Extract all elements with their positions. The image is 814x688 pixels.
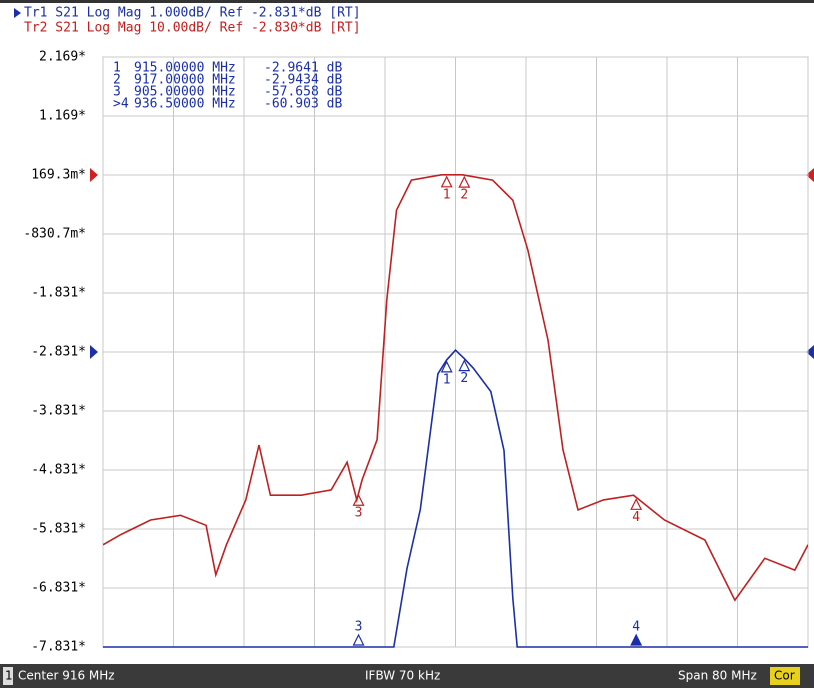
y-tick-label: -7.831*: [31, 640, 86, 655]
marker-label: 4: [632, 510, 640, 525]
marker-freq: 936.50000 MHz: [134, 97, 236, 112]
marker-freq: 917.00000 MHz: [134, 73, 236, 88]
marker-label: 2: [460, 371, 468, 386]
y-tick-label: -2.831*: [31, 345, 86, 360]
center-label: Center 916 MHz: [18, 669, 115, 683]
status-bar-bg: [0, 664, 814, 688]
trace: [103, 349, 808, 648]
trace-header: Tr1 S21 Log Mag 1.000dB/ Ref -2.831*dB […: [24, 6, 361, 21]
y-tick-label: 169.3m*: [31, 167, 86, 182]
active-trace-arrow: [14, 8, 21, 18]
marker-triangle: [630, 633, 643, 646]
marker-freq: 905.00000 MHz: [134, 85, 236, 100]
marker-label: 2: [460, 188, 468, 203]
marker-label: 3: [355, 506, 363, 521]
ref-arrow: [90, 168, 98, 182]
marker-label: 1: [443, 187, 451, 202]
ifbw-label: IFBW 70 kHz: [365, 669, 440, 683]
marker-id: 1: [113, 61, 121, 76]
marker-value: -57.658 dB: [264, 85, 342, 100]
y-tick-label: 2.169*: [39, 50, 86, 65]
marker-triangle: [352, 493, 365, 506]
ref-arrow: [806, 345, 814, 359]
y-tick-label: 1.169*: [39, 109, 86, 124]
marker-value: -2.9434 dB: [264, 73, 342, 88]
trace-header: Tr2 S21 Log Mag 10.00dB/ Ref -2.830*dB […: [24, 21, 361, 36]
marker-triangle: [440, 175, 453, 188]
span-label: Span 80 MHz: [678, 669, 757, 683]
channel-number: 1: [5, 669, 13, 683]
ref-arrow: [806, 168, 814, 182]
y-tick-label: -4.831*: [31, 463, 86, 478]
y-tick-label: -6.831*: [31, 581, 86, 596]
marker-id: 2: [113, 73, 121, 88]
channel-box: [3, 667, 13, 685]
marker-value: -60.903 dB: [264, 97, 342, 112]
marker-id: >4: [113, 97, 129, 112]
cor-label: Cor: [774, 669, 795, 683]
marker-id: 3: [113, 85, 121, 100]
y-tick-label: -5.831*: [31, 522, 86, 537]
y-tick-label: -3.831*: [31, 404, 86, 419]
marker-label: 1: [443, 372, 451, 387]
marker-triangle: [440, 360, 453, 373]
status-bar: 1 Center 916 MHz IFBW 70 kHz Span 80 MHz…: [0, 664, 814, 688]
trace: [103, 174, 808, 602]
marker-triangle: [458, 359, 471, 372]
ref-arrow: [90, 345, 98, 359]
marker-label: 4: [632, 620, 640, 635]
marker-value: -2.9641 dB: [264, 61, 342, 76]
y-tick-label: -830.7m*: [23, 226, 86, 241]
marker-triangle: [630, 497, 643, 510]
marker-triangle: [352, 633, 365, 646]
y-tick-label: -1.831*: [31, 286, 86, 301]
marker-freq: 915.00000 MHz: [134, 61, 236, 76]
cor-box: [770, 667, 800, 685]
top-border: [0, 0, 814, 3]
marker-label: 3: [355, 620, 363, 635]
marker-triangle: [458, 175, 471, 188]
